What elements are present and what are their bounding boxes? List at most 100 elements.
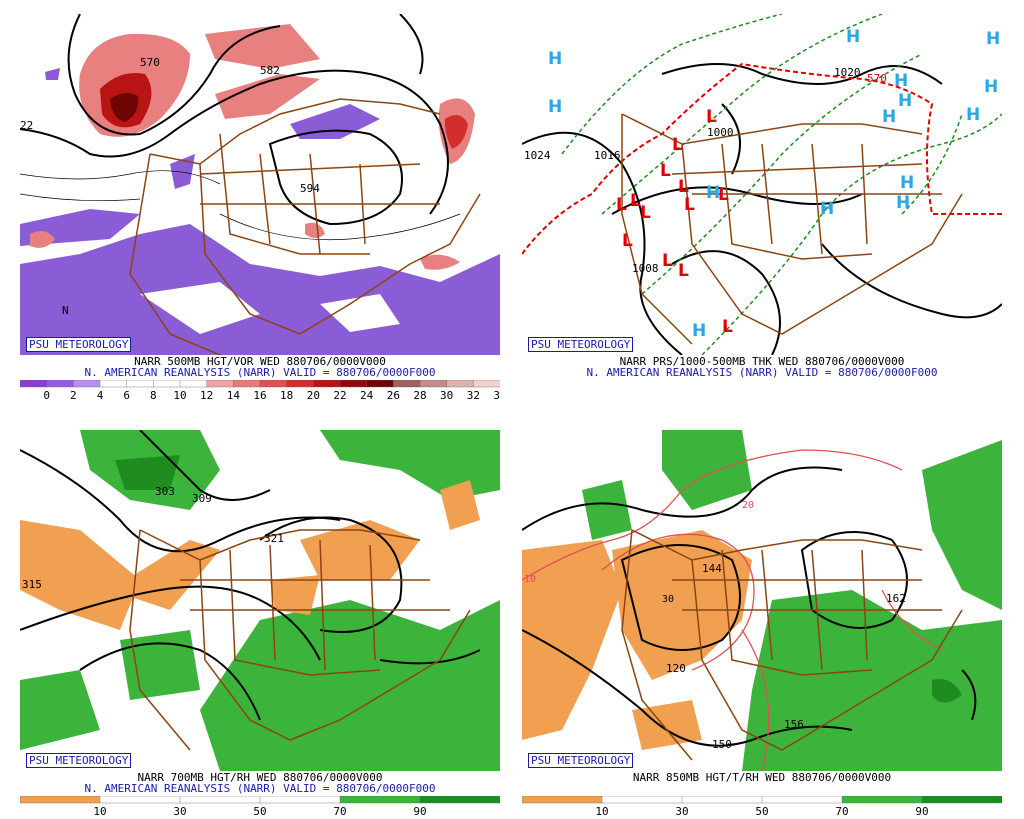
high-pressure-marker: H	[706, 183, 720, 203]
colorbar-swatch	[366, 380, 395, 388]
panel-title: NARR 850MB HGT/T/RH WED 880706/0000V000	[632, 771, 892, 784]
colorbar-tick-label: 16	[253, 389, 266, 402]
colorbar-swatch	[419, 796, 500, 804]
high-pressure-marker: H	[896, 193, 910, 213]
colorbar-swatch	[259, 380, 288, 388]
colorbar-swatch	[446, 380, 475, 388]
colorbar-tick-label: 32	[467, 389, 480, 402]
thickness-label-570: 570	[867, 72, 887, 85]
panel-subtitle: N. AMERICAN REANALYSIS (NARR) VALID = 88…	[84, 366, 436, 379]
map-850mb-labels: 10 20 30 144 150 156 162 120	[524, 500, 906, 751]
high-pressure-marker: H	[900, 173, 914, 193]
contour-label-22: 22	[20, 119, 33, 132]
contour-label-594: 594	[300, 182, 320, 195]
map-850mb: 10 20 30 144 150 156 162 120 PSU METEORO…	[522, 430, 1002, 771]
colorbar-tick-label: 0	[43, 389, 50, 402]
contour-label-150: 150	[712, 738, 732, 751]
temp-label-20: 20	[742, 500, 754, 511]
colorbar-swatch	[761, 796, 843, 804]
low-pressure-marker: L	[616, 195, 627, 215]
colorbar-tick-label: 90	[413, 805, 426, 818]
min-label-n: N	[62, 304, 69, 317]
low-pressure-marker: L	[662, 251, 673, 271]
colorbar-swatch	[601, 796, 683, 804]
panel-700mb-hgt-rh: 315 303 309 321 PSU METEOROLOGY NARR 700…	[20, 430, 500, 818]
panel-subtitle: N. AMERICAN REANALYSIS (NARR) VALID = 88…	[84, 782, 436, 795]
low-pressure-marker: L	[678, 177, 689, 197]
colorbar-rh: 10 30 50 70 90	[522, 796, 1002, 818]
colorbar-swatch	[206, 380, 235, 388]
colorbar-swatch	[99, 380, 128, 388]
colorbar-swatch	[313, 380, 341, 388]
colorbar-tick-label: 70	[333, 805, 346, 818]
colorbar-swatch	[20, 380, 48, 388]
high-pressure-marker: H	[894, 71, 908, 91]
map-500mb: 582 594 570 22 N PSU METEOROLOGY	[20, 14, 500, 355]
colorbar-tick-label: 50	[253, 805, 266, 818]
colorbar-swatch	[339, 796, 421, 804]
map-700mb: 315 303 309 321 PSU METEOROLOGY	[20, 430, 500, 771]
colorbar-tick-label: 24	[360, 389, 374, 402]
low-pressure-marker: L	[678, 261, 689, 281]
contour-label-315: 315	[22, 578, 42, 591]
panel-500mb-hgt-vor: 582 594 570 22 N PSU METEOROLOGY NARR 50…	[20, 14, 500, 402]
colorbar-rh-svg: 10 30 50 70 90	[20, 796, 500, 818]
panel-subtitle: N. AMERICAN REANALYSIS (NARR) VALID = 88…	[586, 366, 938, 379]
contour-label-162: 162	[886, 592, 906, 605]
contour-label-570: 570	[140, 56, 160, 69]
high-pressure-marker: H	[882, 107, 896, 127]
map-850mb-svg	[522, 430, 1002, 771]
high-pressure-marker: H	[984, 77, 998, 97]
colorbar-tick-label: 22	[333, 389, 346, 402]
map-700mb-svg	[20, 430, 500, 771]
panel-title: NARR 500MB HGT/VOR WED 880706/0000V000	[134, 355, 386, 368]
map-500mb-svg	[20, 14, 500, 355]
colorbar-tick-label: 50	[755, 805, 768, 818]
psu-meteorology-badge: PSU METEOROLOGY	[528, 337, 634, 352]
colorbar-tick-label: 10	[173, 389, 186, 402]
colorbar-swatch	[841, 796, 923, 804]
colorbar-tick-label: 20	[307, 389, 320, 402]
colorbar-tick-label: 28	[413, 389, 426, 402]
colorbar-swatch	[681, 796, 763, 804]
colorbar-swatch	[233, 380, 261, 388]
colorbar-tick-label: 8	[150, 389, 157, 402]
colorbar-tick-label: 70	[835, 805, 848, 818]
colorbar-swatch	[153, 380, 181, 388]
colorbar-swatch	[286, 380, 315, 388]
map-prs-thk-svg	[522, 14, 1002, 355]
low-pressure-marker: L	[640, 203, 651, 223]
colorbar-tick-label: 30	[173, 805, 186, 818]
psu-meteorology-badge: PSU METEOROLOGY	[26, 753, 132, 768]
low-pressure-marker: L	[722, 317, 733, 337]
high-pressure-marker: H	[986, 29, 1000, 49]
colorbar-swatch	[393, 380, 421, 388]
colorbar-swatch	[20, 796, 101, 804]
high-pressure-marker: H	[548, 97, 562, 117]
contour-label-120: 120	[666, 662, 686, 675]
colorbar-vorticity-svg: 0246810121416182022242628303234	[20, 380, 500, 402]
high-pressure-marker: H	[820, 199, 834, 219]
colorbar-tick-label: 34	[493, 389, 500, 402]
contour-label-321: 321	[264, 532, 284, 545]
colorbar-swatch	[179, 796, 261, 804]
high-pressure-marker: H	[846, 27, 860, 47]
isobar-label-1024: 1024	[524, 149, 551, 162]
high-pressure-marker: H	[898, 91, 912, 111]
map-500mb-labels: 582 594 570 22 N	[20, 56, 320, 317]
colorbar-tick-label: 30	[675, 805, 688, 818]
colorbar-swatch	[73, 380, 101, 388]
low-pressure-marker: L	[660, 161, 671, 181]
isobar-label-1020: 1020	[834, 66, 861, 79]
low-pressure-marker: L	[684, 195, 695, 215]
temp-label-10: 10	[524, 574, 536, 585]
low-pressure-marker: L	[672, 135, 683, 155]
colorbar-swatch	[126, 380, 155, 388]
colorbar-tick-label: 30	[440, 389, 453, 402]
colorbar-tick-label: 10	[595, 805, 608, 818]
panel-title: NARR PRS/1000-500MB THK WED 880706/0000V…	[619, 355, 905, 368]
panel-title: NARR 700MB HGT/RH WED 880706/0000V000	[137, 771, 383, 784]
contour-label-309: 309	[192, 492, 212, 505]
